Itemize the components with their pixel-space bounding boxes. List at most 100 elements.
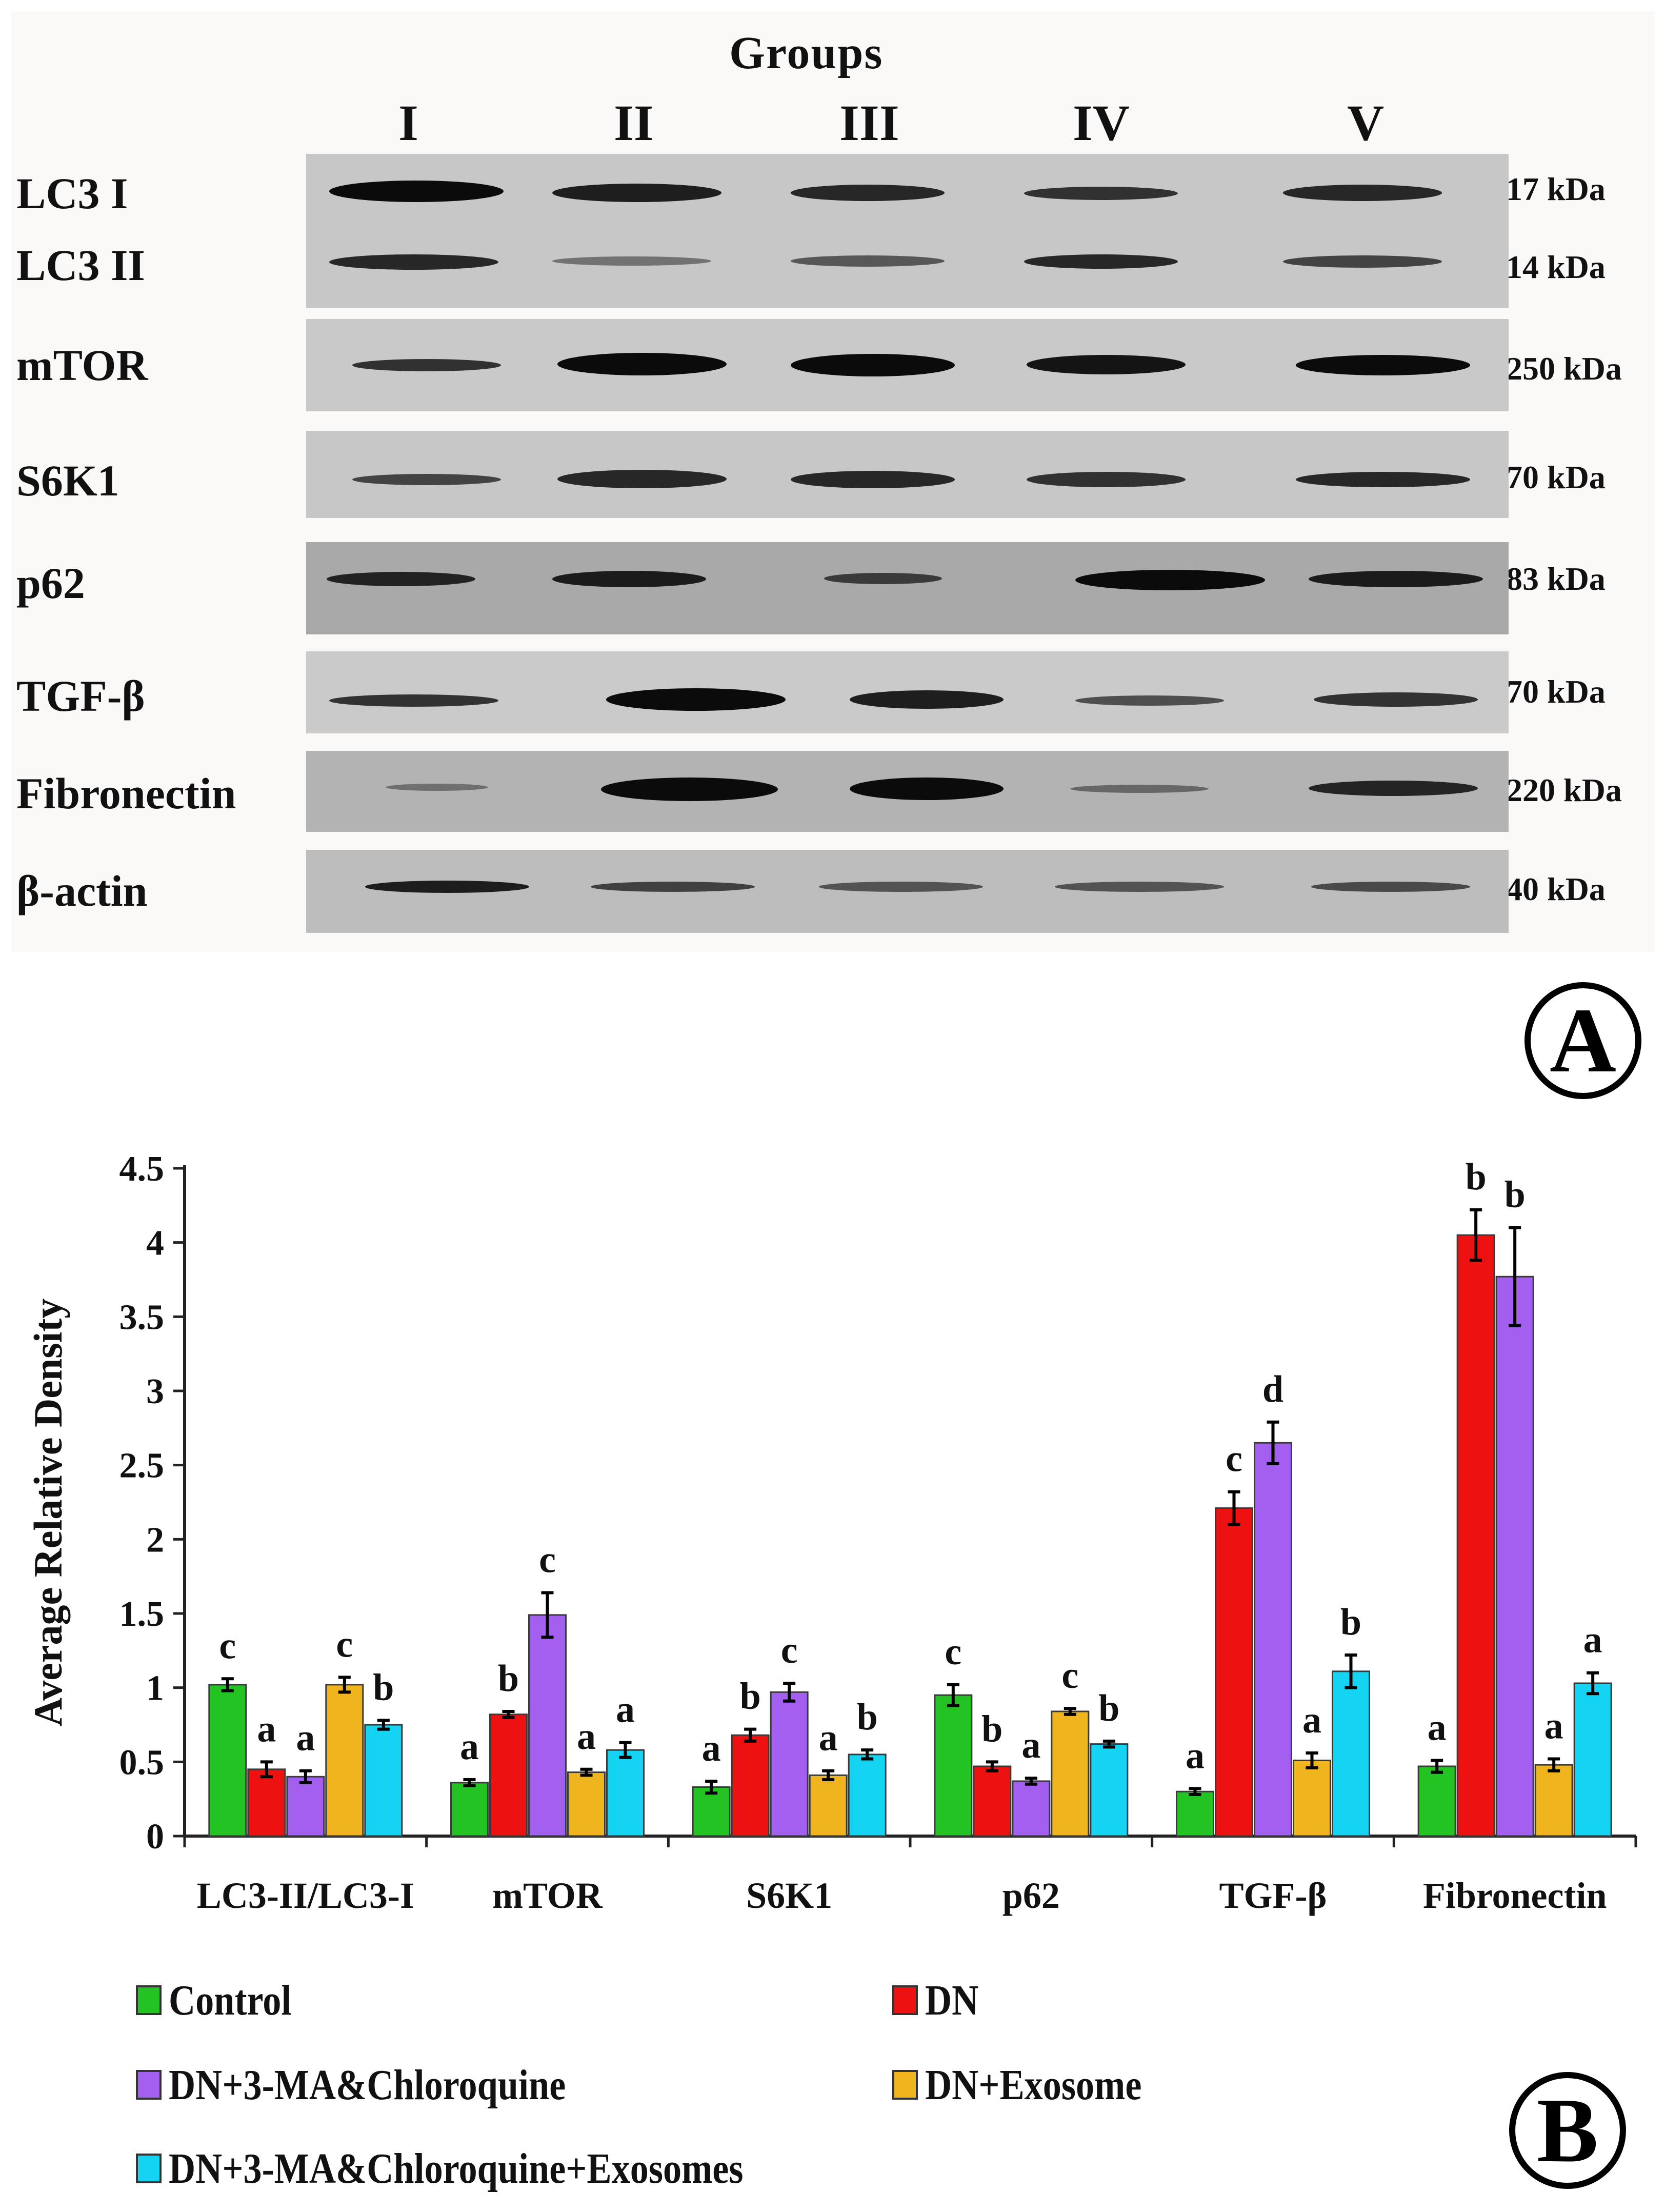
bar-dn-3-ma-chloroquine-p62 <box>1012 1780 1051 1837</box>
kda-label-beta-actin: 40 kDa <box>1506 871 1606 907</box>
band-s6k1-3 <box>791 471 955 488</box>
protein-label-tgf-beta: TGF-β <box>16 671 145 721</box>
band-lc3-ii-2 <box>552 256 711 266</box>
blot-strip-tgf-beta <box>306 651 1509 733</box>
protein-label-s6k1: S6K1 <box>16 456 119 505</box>
x-tick-label-mtor: mTOR <box>492 1875 603 1916</box>
bar-dn-s6k1 <box>731 1734 770 1837</box>
bar-dn-3-ma-chloroquine-exosomes-mtor <box>606 1749 645 1837</box>
significance-letter-dn-3-ma-chloroquine-p62: a <box>1021 1724 1040 1766</box>
significance-letter-dn-s6k1: b <box>740 1676 761 1718</box>
band-lc3-i-2 <box>552 184 721 202</box>
blot-strip-fibronectin <box>306 751 1509 832</box>
panel-a-badge: A <box>1524 982 1641 1099</box>
band-beta-actin-1 <box>365 881 529 893</box>
bar-control-mtor <box>450 1782 489 1837</box>
band-p62-4 <box>1075 570 1265 590</box>
protein-label-lc3-ii: LC3 II <box>16 241 145 290</box>
significance-letter-dn-exosome-lc3-ii-lc3-i: c <box>336 1623 353 1665</box>
band-mtor-2 <box>557 353 727 375</box>
blot-strip-s6k1 <box>306 431 1509 518</box>
bar-control-lc3-ii-lc3-i <box>208 1684 247 1837</box>
significance-letter-dn-exosome-s6k1: a <box>819 1717 838 1759</box>
bar-dn-exosome-mtor <box>567 1771 606 1837</box>
band-fibronectin-3 <box>850 778 1004 800</box>
band-mtor-3 <box>791 354 955 376</box>
bar-dn-exosome-p62 <box>1051 1710 1090 1837</box>
significance-letter-control-fibronectin: a <box>1428 1706 1447 1748</box>
band-beta-actin-3 <box>819 882 983 892</box>
significance-letter-control-mtor: a <box>460 1726 479 1768</box>
band-tgf-beta-2 <box>606 688 786 711</box>
lane-label-3: III <box>839 94 899 151</box>
bar-dn-3-ma-chloroquine-s6k1 <box>770 1691 809 1837</box>
significance-letter-dn-3-ma-chloroquine-exosomes-lc3-ii-lc3-i: b <box>373 1666 394 1708</box>
band-p62-5 <box>1309 571 1483 587</box>
band-lc3-i-1 <box>329 181 504 202</box>
band-mtor-1 <box>352 359 501 371</box>
lane-label-2: II <box>614 94 654 151</box>
lane-label-1: I <box>398 94 418 151</box>
bar-dn-3-ma-chloroquine-mtor <box>528 1614 567 1837</box>
significance-letter-dn-3-ma-chloroquine-fibronectin: b <box>1504 1174 1526 1216</box>
legend-item-control: Control <box>136 1975 311 2026</box>
legend-swatch-dn-3ma-chloroquine-exosomes <box>136 2154 162 2183</box>
blot-strip-lc3 <box>306 154 1509 308</box>
band-lc3-i-5 <box>1283 185 1442 201</box>
band-lc3-i-3 <box>791 185 945 201</box>
band-tgf-beta-1 <box>329 694 498 707</box>
band-s6k1-1 <box>352 474 501 485</box>
legend-label-dn: DN <box>925 1976 979 2024</box>
significance-letter-control-tgf: a <box>1186 1735 1205 1777</box>
bar-dn-3-ma-chloroquine-exosomes-s6k1 <box>848 1753 887 1837</box>
band-p62-3 <box>824 573 942 584</box>
band-beta-actin-2 <box>591 882 755 892</box>
bar-dn-3-ma-chloroquine-exosomes-lc3-ii-lc3-i <box>364 1724 403 1837</box>
significance-letter-dn-exosome-tgf: a <box>1302 1699 1321 1741</box>
protein-label-beta-actin: β-actin <box>16 866 148 915</box>
significance-letter-dn-tgf: c <box>1226 1438 1242 1480</box>
y-tick-label: 0 <box>146 1817 164 1857</box>
significance-letter-dn-3-ma-chloroquine-lc3-ii-lc3-i: a <box>296 1717 315 1759</box>
bar-control-p62 <box>934 1694 973 1837</box>
significance-letter-dn-mtor: b <box>498 1658 519 1700</box>
bar-dn-3-ma-chloroquine-fibronectin <box>1495 1276 1534 1837</box>
western-blot-panel: Groups I II III IV V LC3 I LC3 II mTOR S… <box>11 11 1655 952</box>
y-tick-label: 3 <box>146 1372 164 1411</box>
band-lc3-ii-1 <box>329 254 498 270</box>
bar-dn-mtor <box>489 1713 528 1837</box>
legend-label-dn-exosome: DN+Exosome <box>925 2061 1142 2109</box>
bar-dn-lc3-ii-lc3-i <box>247 1768 286 1837</box>
band-beta-actin-5 <box>1311 882 1470 892</box>
blot-strip-mtor <box>306 319 1509 411</box>
x-tick-label-lc3-ii-lc3-i: LC3-II/LC3-I <box>197 1875 414 1916</box>
significance-letter-control-lc3-ii-lc3-i: c <box>219 1625 236 1667</box>
significance-letter-control-s6k1: a <box>702 1727 721 1769</box>
significance-letter-dn-p62: b <box>981 1708 1002 1750</box>
significance-letter-dn-3-ma-chloroquine-exosomes-tgf: b <box>1340 1601 1361 1643</box>
legend-swatch-dn-exosome <box>892 2070 918 2100</box>
band-s6k1-5 <box>1296 472 1470 487</box>
legend-label-control: Control <box>169 1976 292 2024</box>
significance-letter-dn-3-ma-chloroquine-tgf: d <box>1262 1368 1283 1410</box>
bar-dn-exosome-tgf <box>1293 1759 1331 1837</box>
x-tick-label-fibronectin: Fibronectin <box>1423 1875 1607 1916</box>
y-tick-label: 0.5 <box>119 1743 165 1782</box>
band-tgf-beta-3 <box>850 690 1004 709</box>
band-fibronectin-1 <box>386 784 488 791</box>
legend-item-dn-3ma-chloroquine: DN+3-MA&Chloroquine <box>136 2059 630 2110</box>
bar-dn-fibronectin <box>1456 1234 1495 1837</box>
protein-label-mtor: mTOR <box>16 341 148 390</box>
lane-label-4: IV <box>1073 94 1130 151</box>
kda-label-tgf-beta: 70 kDa <box>1506 673 1606 710</box>
significance-letter-dn-exosome-fibronectin: a <box>1544 1705 1563 1747</box>
y-tick-label: 2.5 <box>119 1446 165 1486</box>
band-lc3-ii-5 <box>1283 255 1442 268</box>
significance-letter-control-p62: c <box>945 1631 961 1673</box>
kda-label-s6k1: 70 kDa <box>1506 459 1606 495</box>
x-tick-label-p62: p62 <box>1002 1875 1060 1916</box>
y-tick-label: 3.5 <box>119 1298 165 1337</box>
legend-label-dn-3ma-chloroquine: DN+3-MA&Chloroquine <box>169 2061 566 2109</box>
bar-dn-3-ma-chloroquine-exosomes-fibronectin <box>1573 1682 1612 1837</box>
kda-label-lc3-i: 17 kDa <box>1506 171 1606 207</box>
